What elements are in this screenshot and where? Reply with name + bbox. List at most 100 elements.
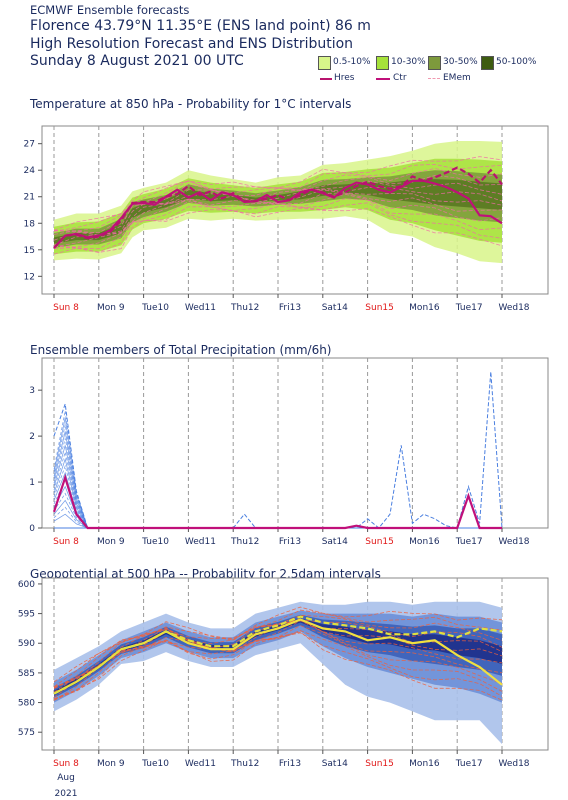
ensemble-member-line (53, 631, 503, 701)
x-tick-label: Wed11 (185, 537, 216, 547)
plot-area (41, 357, 549, 529)
y-tick-label: 15 (24, 246, 35, 256)
ensemble-member-line (53, 620, 503, 698)
x-tick-label: Tue10 (141, 303, 169, 313)
x-tick-label: Fri13 (279, 759, 301, 769)
legend-label-10-30: 10-30% (391, 57, 426, 67)
x-tick-label: Mon16 (409, 303, 440, 313)
legend-label-hres: Hres (334, 73, 355, 83)
y-tick-label: 0 (29, 524, 35, 534)
y-tick-label: 24 (24, 166, 36, 176)
header-location: Florence 43.79°N 11.35°E (ENS land point… (30, 18, 371, 34)
x-tick-label: Sun15 (365, 759, 394, 769)
y-tick-label: 590 (18, 639, 35, 649)
x-tick-label: Sun 8 (53, 303, 79, 313)
y-tick-label: 18 (24, 219, 36, 229)
band-50-100 (54, 179, 502, 244)
y-tick-label: 27 (24, 140, 35, 150)
ensemble-member-line (53, 163, 503, 232)
temperature-panel-title: Temperature at 850 hPa - Probability for… (30, 97, 352, 111)
x-tick-label: Wed18 (498, 759, 529, 769)
legend-swatch-50-100 (481, 56, 494, 70)
legend-label-0-5-10: 0.5-10% (333, 57, 371, 67)
legend: 0.5-10% 10-30% 30-50% 50-100% Hres Ctr E… (318, 56, 568, 90)
ensemble-member-line (53, 464, 99, 529)
ensemble-member-line (53, 609, 503, 688)
y-tick-label: 3 (29, 386, 35, 396)
x-tick-label: Thu12 (230, 759, 259, 769)
x-tick-label: Fri13 (279, 303, 301, 313)
ensemble-member-line (53, 193, 503, 248)
ensemble-member-line (53, 187, 503, 241)
ensemble-member-line (53, 625, 503, 701)
x-tick-label: Wed18 (498, 537, 529, 547)
ctr-line (52, 473, 502, 530)
ensemble-member-line (53, 192, 503, 248)
x-tick-label: Thu12 (230, 303, 259, 313)
y-tick-label: 575 (18, 728, 35, 738)
ensemble-member-line (53, 202, 503, 253)
ensemble-member-line (53, 207, 503, 255)
x-tick-label: Tue10 (141, 537, 169, 547)
x-tick-label: Tue17 (455, 759, 483, 769)
ensemble-member-line (53, 189, 503, 246)
legend-label-30-50: 30-50% (443, 57, 478, 67)
x-tick-label: Tue10 (141, 759, 169, 769)
x-sublabel-year: 2021 (55, 789, 78, 799)
ensemble-member-line (53, 632, 503, 700)
y-tick-label: 600 (18, 580, 35, 590)
y-tick-label: 1 (29, 478, 35, 488)
precipitation-panel-title: Ensemble members of Total Precipitation … (30, 343, 332, 357)
x-tick-label: Wed11 (185, 303, 216, 313)
x-tick-label: Sun 8 (53, 759, 79, 769)
ensemble-member-line (53, 198, 503, 250)
y-tick-label: 585 (18, 669, 35, 679)
x-tick-label: Tue17 (455, 303, 483, 313)
y-tick-label: 595 (18, 610, 35, 620)
y-tick-label: 2 (29, 432, 35, 442)
x-tick-label: Wed11 (185, 759, 216, 769)
x-tick-label: Sun15 (365, 303, 394, 313)
precipitation-chart: 0 1 2 3 Sun 8 Mon 9 Tue10 Wed11 Thu12 Fri13 Sat14 S… (29, 357, 549, 547)
y-tick-label: 12 (24, 272, 35, 282)
x-tick-label: Sat14 (322, 759, 348, 769)
x-tick-label: Mon 9 (97, 537, 125, 547)
x-tick-label: Wed18 (498, 303, 529, 313)
ensemble-member-line (53, 618, 503, 693)
x-tick-label: Sat14 (322, 303, 348, 313)
x-tick-label: Tue17 (455, 537, 483, 547)
y-tick-label: 580 (18, 699, 35, 709)
legend-line-emem (428, 78, 440, 79)
ensemble-member-line (53, 180, 503, 236)
ensemble-member-line (53, 606, 503, 683)
legend-line-ctr (376, 78, 390, 80)
ensemble-member-line (53, 156, 503, 231)
ctr-line (53, 618, 503, 695)
geopotential-chart: 575 580 585 590 595 600 Sun 8 Mon 9 Tue10 Wed11 Th… (18, 577, 549, 799)
ensemble-member-line (53, 614, 503, 690)
legend-swatch-30-50 (428, 56, 441, 70)
temperature-chart: 12 15 18 21 24 27 Sun 8 Mon 9 Tue10 Wed11 Thu12 Fri… (24, 125, 549, 313)
legend-label-ctr: Ctr (393, 73, 407, 83)
x-tick-label: Sun15 (365, 537, 394, 547)
x-tick-label: Sun 8 (53, 537, 79, 547)
legend-label-50-100: 50-100% (496, 57, 537, 67)
header-description: High Resolution Forecast and ENS Distrib… (30, 36, 354, 52)
legend-swatch-0-5-10 (318, 56, 331, 70)
x-tick-label: Mon 9 (97, 303, 125, 313)
x-tick-label: Mon16 (409, 759, 440, 769)
x-tick-label: Mon16 (409, 537, 440, 547)
y-tick-label: 21 (24, 193, 35, 203)
legend-label-emem: EMem (443, 73, 471, 83)
header-source: ECMWF Ensemble forecasts (30, 3, 190, 17)
x-tick-label: Fri13 (279, 537, 301, 547)
header-date: Sunday 8 August 2021 00 UTC (30, 53, 244, 69)
x-tick-label: Thu12 (230, 537, 259, 547)
hres-line (53, 166, 503, 249)
legend-swatch-10-30 (376, 56, 389, 70)
x-sublabel-month: Aug (57, 773, 75, 783)
emem-line (53, 371, 503, 529)
legend-line-hres (320, 78, 332, 80)
x-tick-label: Sat14 (322, 537, 348, 547)
x-tick-label: Mon 9 (97, 759, 125, 769)
